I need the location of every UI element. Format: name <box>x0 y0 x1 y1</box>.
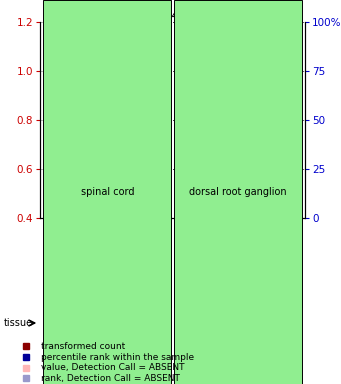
Bar <box>217 218 258 308</box>
Bar <box>174 218 214 308</box>
Title: GDS2209 / 1449512_a_at: GDS2209 / 1449512_a_at <box>97 8 248 21</box>
Bar <box>187 152 202 218</box>
Text: spinal cord: spinal cord <box>80 187 134 197</box>
Bar <box>174 0 301 384</box>
Text: percentile rank within the sample: percentile rank within the sample <box>41 353 194 361</box>
Text: GSM124416: GSM124416 <box>277 240 286 286</box>
Bar <box>273 109 289 218</box>
Text: GSM124414: GSM124414 <box>190 240 199 286</box>
Bar <box>230 37 245 218</box>
Text: tissue: tissue <box>3 318 32 328</box>
Text: value, Detection Call = ABSENT: value, Detection Call = ABSENT <box>41 363 184 372</box>
Bar <box>261 218 301 308</box>
Text: transformed count: transformed count <box>41 342 125 351</box>
Text: GSM124417: GSM124417 <box>59 240 69 286</box>
Text: GSM124419: GSM124419 <box>146 240 155 286</box>
Text: GSM124415: GSM124415 <box>233 240 242 286</box>
Bar <box>87 218 128 308</box>
Bar <box>43 0 171 384</box>
Text: GSM124418: GSM124418 <box>103 240 112 286</box>
Bar <box>56 34 72 218</box>
Bar <box>143 37 158 218</box>
Bar <box>130 218 171 308</box>
Text: dorsal root ganglion: dorsal root ganglion <box>189 187 286 197</box>
Bar <box>43 218 84 308</box>
Text: rank, Detection Call = ABSENT: rank, Detection Call = ABSENT <box>41 374 180 383</box>
